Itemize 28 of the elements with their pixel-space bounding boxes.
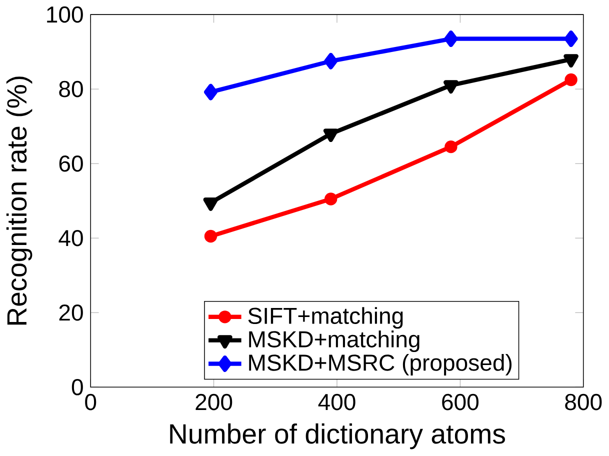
y-tick-label: 20 bbox=[59, 304, 83, 321]
legend-label: SIFT+matching bbox=[248, 307, 403, 329]
point bbox=[324, 192, 338, 206]
legend-label: MSKD+MSRC (proposed) bbox=[249, 354, 512, 376]
point bbox=[323, 128, 338, 142]
y-tick-label: 80 bbox=[59, 81, 83, 98]
y-tick-label: 100 bbox=[47, 6, 83, 23]
point bbox=[564, 30, 578, 48]
x-tick-label: 200 bbox=[196, 394, 232, 410]
y-tick-label: 40 bbox=[58, 230, 83, 246]
x-tick-label: 600 bbox=[442, 394, 479, 410]
legend-label: MSKD+matching bbox=[249, 330, 420, 352]
x-tick-label: 0 bbox=[85, 394, 96, 410]
point bbox=[204, 230, 218, 243]
y-axis-title: Recognition rate (%) bbox=[6, 76, 32, 325]
point bbox=[564, 74, 578, 86]
y-tick-label: 60 bbox=[59, 156, 83, 172]
point bbox=[324, 53, 338, 70]
x-tick-label: 800 bbox=[565, 394, 602, 410]
x-tick-label: 400 bbox=[318, 394, 356, 410]
point bbox=[444, 80, 458, 94]
point bbox=[203, 198, 218, 212]
point bbox=[444, 30, 458, 48]
y-tick-label: 0 bbox=[72, 379, 83, 396]
x-axis-title: Number of dictionary atoms bbox=[170, 424, 505, 450]
point bbox=[444, 140, 458, 154]
point bbox=[564, 54, 578, 68]
point bbox=[204, 84, 218, 101]
